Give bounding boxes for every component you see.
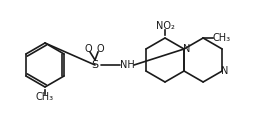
Text: O: O	[96, 44, 104, 54]
Text: N: N	[183, 44, 191, 54]
Text: NO₂: NO₂	[156, 21, 174, 31]
Text: CH₃: CH₃	[36, 92, 54, 102]
Text: S: S	[91, 60, 98, 70]
Text: CH₃: CH₃	[212, 33, 230, 43]
Text: O: O	[84, 44, 92, 54]
Text: N: N	[221, 66, 229, 76]
Text: NH: NH	[120, 60, 134, 70]
